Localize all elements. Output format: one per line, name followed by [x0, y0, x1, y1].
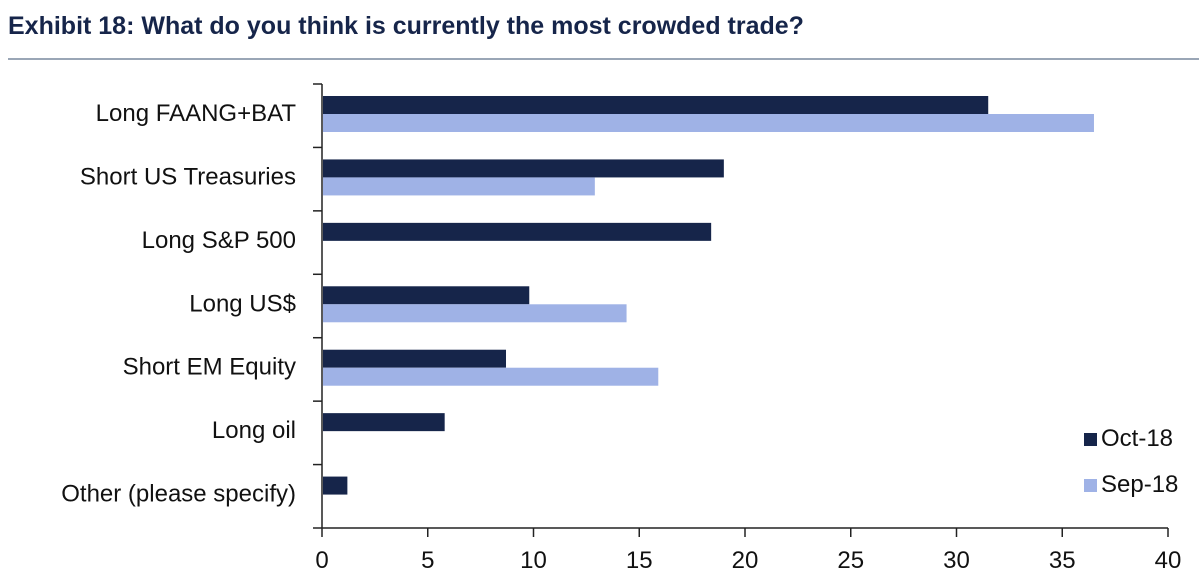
bars-layer: [323, 96, 1094, 495]
x-tick-label: 25: [837, 547, 864, 574]
bar-sep-18-4: [323, 304, 627, 323]
axes-layer: [313, 83, 1169, 537]
x-tick-label: 10: [520, 547, 547, 574]
legend-swatch-sep-18: [1084, 479, 1097, 492]
legend-label-sep-18: Sep-18: [1101, 471, 1178, 498]
bar-oct-18-4: [323, 286, 530, 305]
bar-oct-18-6: [323, 413, 445, 432]
legend-swatch-oct-18: [1084, 433, 1097, 446]
category-label: Long FAANG+BAT: [96, 100, 297, 127]
x-tick-label: 15: [626, 547, 653, 574]
x-tick-label: 20: [732, 547, 759, 574]
title-divider: [8, 58, 1199, 60]
bar-oct-18-1: [323, 96, 989, 114]
category-label: Long US$: [189, 290, 296, 317]
legend: Oct-18 Sep-18: [1084, 425, 1178, 498]
legend-label-oct-18: Oct-18: [1101, 425, 1173, 452]
category-label: Other (please specify): [61, 481, 296, 508]
category-label: Short EM Equity: [123, 354, 296, 381]
chart-title: Exhibit 18: What do you think is current…: [8, 12, 804, 40]
bar-oct-18-3: [323, 222, 712, 241]
bar-oct-18-5: [323, 349, 507, 368]
bar-oct-18-2: [323, 159, 724, 178]
category-label: Short US Treasuries: [80, 163, 296, 190]
labels-layer: Long FAANG+BAT Short US Treasuries Long S&…: [61, 100, 1181, 574]
bar-sep-18-5: [323, 367, 659, 386]
category-label: Long oil: [212, 417, 296, 444]
x-tick-label: 0: [315, 547, 328, 574]
bar-sep-18-1: [323, 114, 1094, 132]
x-tick-label: 5: [421, 547, 434, 574]
x-tick-label: 30: [943, 547, 970, 574]
bar-sep-18-2: [323, 177, 595, 196]
category-label: Long S&P 500: [142, 227, 296, 254]
bar-oct-18-7: [323, 476, 348, 495]
x-tick-label: 35: [1049, 547, 1076, 574]
x-tick-label: 40: [1155, 547, 1182, 574]
